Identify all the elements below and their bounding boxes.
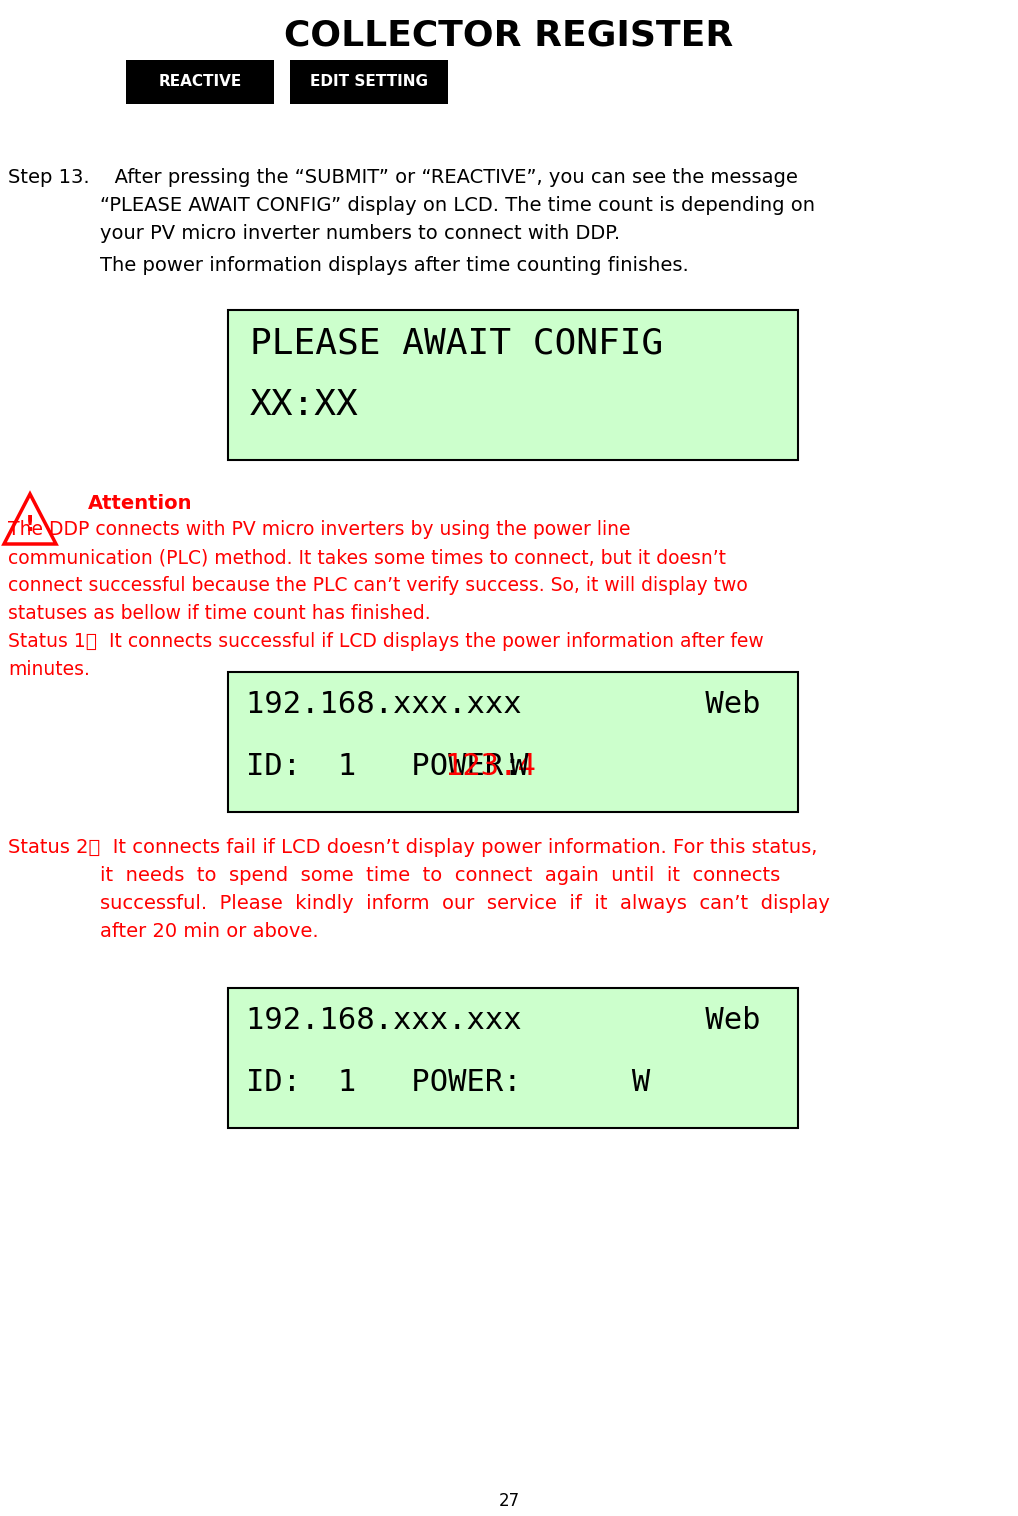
Text: !: ! [24,515,35,535]
Text: Attention: Attention [88,494,192,512]
FancyBboxPatch shape [290,61,448,105]
Text: REACTIVE: REACTIVE [159,74,241,89]
Text: PLEASE AWAIT CONFIG: PLEASE AWAIT CONFIG [250,326,664,359]
Text: ID:  1   POWER:: ID: 1 POWER: [246,752,521,781]
Text: 192.168.xxx.xxx          Web: 192.168.xxx.xxx Web [246,1007,760,1035]
Text: connect successful because the PLC can’t verify success. So, it will display two: connect successful because the PLC can’t… [8,576,748,594]
Text: 123.4: 123.4 [444,752,536,781]
FancyBboxPatch shape [228,988,798,1128]
Text: W: W [510,752,528,781]
Text: Status 2：  It connects fail if LCD doesn’t display power information. For this s: Status 2： It connects fail if LCD doesn’… [8,838,817,857]
Text: EDIT SETTING: EDIT SETTING [310,74,428,89]
Text: 192.168.xxx.xxx          Web: 192.168.xxx.xxx Web [246,690,760,719]
Text: communication (PLC) method. It takes some times to connect, but it doesn’t: communication (PLC) method. It takes som… [8,547,726,567]
Text: 27: 27 [499,1492,519,1510]
FancyBboxPatch shape [228,309,798,459]
Text: it  needs  to  spend  some  time  to  connect  again  until  it  connects: it needs to spend some time to connect a… [100,866,780,885]
Text: successful.  Please  kindly  inform  our  service  if  it  always  can’t  displa: successful. Please kindly inform our ser… [100,894,830,913]
Text: Step 13.    After pressing the “SUBMIT” or “REACTIVE”, you can see the message: Step 13. After pressing the “SUBMIT” or … [8,168,798,186]
Text: XX:XX: XX:XX [250,388,358,421]
Text: Status 1：  It connects successful if LCD displays the power information after fe: Status 1： It connects successful if LCD … [8,632,764,650]
FancyBboxPatch shape [126,61,274,105]
Text: “PLEASE AWAIT CONFIG” display on LCD. The time count is depending on: “PLEASE AWAIT CONFIG” display on LCD. Th… [100,196,815,215]
Text: The power information displays after time counting finishes.: The power information displays after tim… [100,256,689,274]
Text: your PV micro inverter numbers to connect with DDP.: your PV micro inverter numbers to connec… [100,224,620,243]
Text: COLLECTOR REGISTER: COLLECTOR REGISTER [284,18,734,52]
Text: ID:  1   POWER:      W: ID: 1 POWER: W [246,1067,651,1098]
Text: minutes.: minutes. [8,659,90,679]
FancyBboxPatch shape [228,672,798,813]
Text: statuses as bellow if time count has finished.: statuses as bellow if time count has fin… [8,603,431,623]
Text: after 20 min or above.: after 20 min or above. [100,922,319,941]
Polygon shape [4,494,56,544]
Text: The DDP connects with PV micro inverters by using the power line: The DDP connects with PV micro inverters… [8,520,630,540]
